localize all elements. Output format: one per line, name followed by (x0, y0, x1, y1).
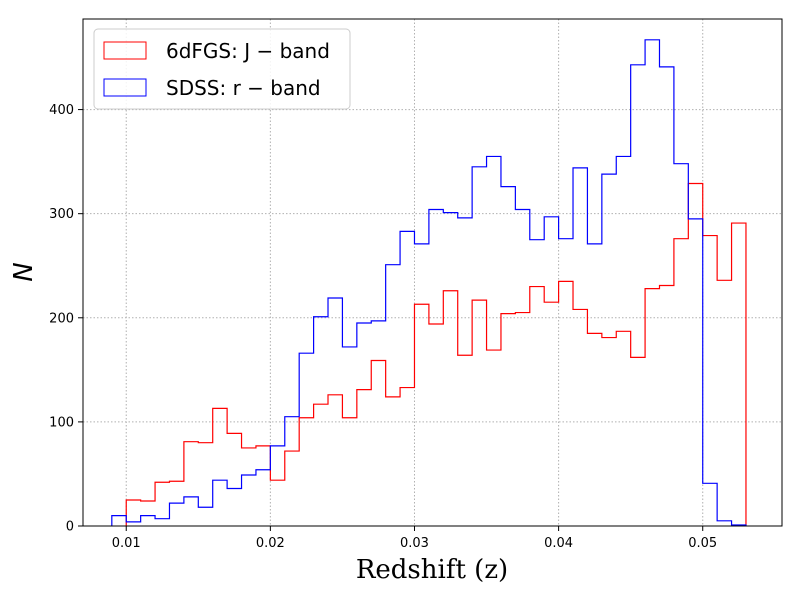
histogram-bin (429, 210, 443, 526)
y-tick-label: 300 (49, 207, 74, 222)
series-outline-1 (111, 39, 747, 526)
histogram-bin (732, 223, 746, 526)
histogram-bin (126, 522, 140, 526)
histogram-bin (256, 470, 270, 526)
histogram-bin (703, 236, 717, 526)
y-tick-label: 200 (49, 311, 74, 326)
legend: 6dFGS: J − band SDSS: r − band (93, 28, 351, 110)
histogram-bin (645, 40, 659, 526)
histogram-bin (357, 323, 371, 526)
histogram-bin (414, 244, 428, 526)
histogram-bin (342, 347, 356, 526)
histogram-bin (703, 483, 717, 526)
y-axis-label: N (9, 262, 39, 281)
histogram-bin (616, 156, 630, 526)
x-axis-ticks: 0.01 0.02 0.03 0.04 0.05 (112, 526, 717, 551)
histogram-bin (299, 353, 313, 526)
histogram-bin (141, 516, 155, 526)
y-tick-label: 400 (49, 103, 74, 118)
histogram-bin (573, 168, 587, 526)
x-tick-label: 0.01 (112, 536, 141, 551)
histogram-bin (443, 213, 457, 526)
histogram-bin (659, 67, 673, 526)
y-axis-ticks: 0 100 200 300 400 (49, 103, 83, 535)
x-tick-label: 0.03 (400, 536, 429, 551)
histogram-bin (371, 321, 385, 526)
histogram-bin (242, 475, 256, 526)
x-tick-label: 0.04 (544, 536, 573, 551)
histogram-bin (184, 497, 198, 526)
legend-label-sdss: SDSS: r − band (166, 76, 321, 100)
legend-box (93, 28, 351, 110)
histogram-bin (169, 503, 183, 526)
x-tick-label: 0.05 (688, 536, 717, 551)
histogram-bin (717, 521, 731, 526)
x-tick-label: 0.02 (256, 536, 285, 551)
histogram-bin (501, 187, 515, 526)
histogram-bin (674, 164, 688, 526)
histogram-bin (688, 219, 702, 526)
histogram-bin (487, 156, 501, 526)
histogram-bin (472, 167, 486, 526)
histogram-bin (587, 244, 601, 526)
histogram-bin (314, 317, 328, 526)
histogram-bin (400, 231, 414, 526)
histogram-bin (213, 480, 227, 526)
histogram-series (111, 39, 747, 526)
histogram-bin (631, 65, 645, 526)
y-tick-label: 0 (66, 520, 74, 535)
histogram-bin (112, 516, 126, 526)
legend-swatch-6dfgs (103, 41, 147, 60)
histogram-bin (155, 519, 169, 526)
legend-swatch-sdss (103, 78, 147, 97)
plot-frame (82, 18, 783, 527)
histogram-bin (515, 210, 529, 526)
histogram-bin (530, 240, 544, 526)
histogram-bin (544, 217, 558, 526)
histogram-bin (270, 446, 284, 526)
legend-label-6dfgs: 6dFGS: J − band (166, 39, 330, 63)
series-outline-0 (125, 182, 747, 526)
y-tick-label: 100 (49, 415, 74, 430)
histogram-bin (717, 280, 731, 526)
histogram-bin (458, 218, 472, 526)
histogram-bin (227, 489, 241, 526)
histogram-bin (328, 298, 342, 526)
histogram-bin (386, 265, 400, 526)
histogram-bin (285, 417, 299, 526)
x-axis-label: Redshift (z) (356, 555, 508, 585)
histogram-bin (198, 507, 212, 526)
histogram-bin (602, 174, 616, 526)
histogram-bin (559, 239, 573, 526)
